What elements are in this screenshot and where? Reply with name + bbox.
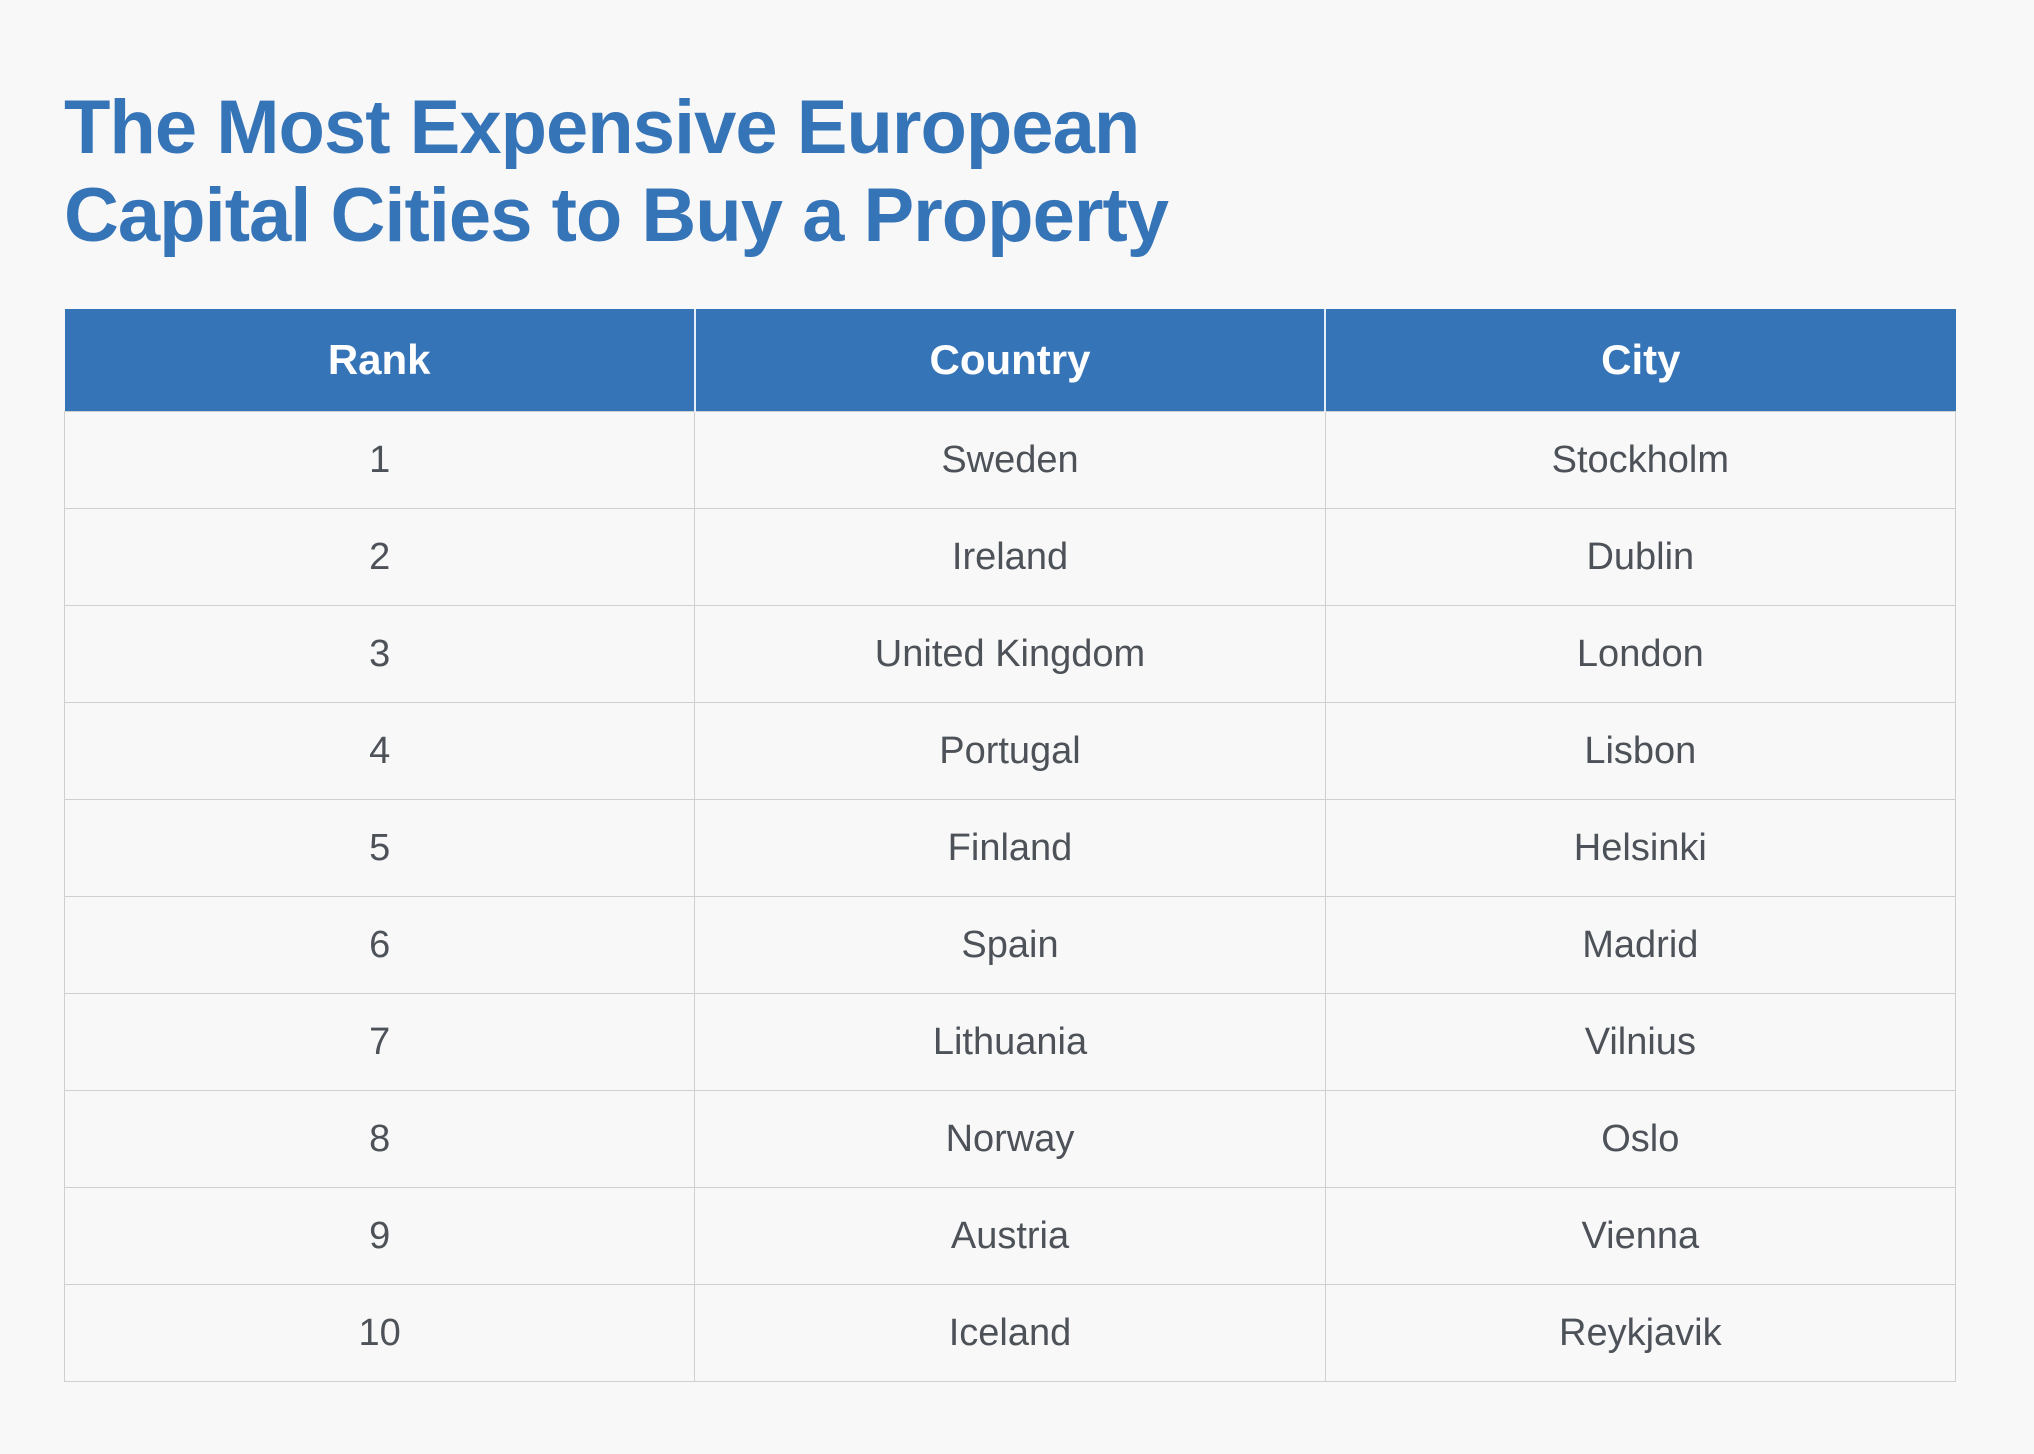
rank-cell: 4 [63,702,696,800]
table-row: 5 Finland Helsinki [63,799,1957,897]
city-cell: Vilnius [1324,993,1957,1091]
country-cell: Norway [694,1090,1326,1188]
rank-cell: 8 [63,1090,696,1188]
city-cell: Oslo [1324,1090,1957,1188]
table-row: 7 Lithuania Vilnius [63,993,1957,1091]
country-cell: Sweden [694,411,1326,509]
rank-cell: 10 [63,1284,696,1382]
rank-cell: 7 [63,993,696,1091]
city-cell: Lisbon [1324,702,1957,800]
rank-cell: 9 [63,1187,696,1285]
country-cell: Spain [694,896,1326,994]
city-cell: Vienna [1324,1187,1957,1285]
rank-cell: 3 [63,605,696,703]
title-line-1: The Most Expensive European [64,85,1140,170]
country-cell: United Kingdom [694,605,1326,703]
country-cell: Austria [694,1187,1326,1285]
table-row: 2 Ireland Dublin [63,508,1957,606]
page-title: The Most Expensive European Capital Citie… [64,84,1169,260]
country-cell: Finland [694,799,1326,897]
country-cell: Portugal [694,702,1326,800]
city-cell: Reykjavik [1324,1284,1957,1382]
table-row: 6 Spain Madrid [63,896,1957,994]
city-cell: London [1324,605,1957,703]
rank-cell: 5 [63,799,696,897]
table-row: 10 Iceland Reykjavik [63,1284,1957,1382]
table-row: 1 Sweden Stockholm [63,411,1957,509]
city-cell: Helsinki [1324,799,1957,897]
country-cell: Lithuania [694,993,1326,1091]
ranking-table: Rank Country City 1 Sweden Stockholm 2 Irela… [63,309,1957,1382]
city-cell: Dublin [1324,508,1957,606]
country-cell: Ireland [694,508,1326,606]
title-line-2: Capital Cities to Buy a Property [64,173,1169,258]
header-rank: Rank [64,309,695,412]
header-country: Country [693,309,1326,412]
header-city: City [1324,309,1956,412]
rank-cell: 1 [63,411,696,509]
table-header-row: Rank Country City [64,309,1956,412]
table-row: 9 Austria Vienna [63,1187,1957,1285]
rank-cell: 2 [63,508,696,606]
rank-cell: 6 [63,896,696,994]
table-row: 4 Portugal Lisbon [63,702,1957,800]
country-cell: Iceland [694,1284,1326,1382]
table-row: 8 Norway Oslo [63,1090,1957,1188]
table-row: 3 United Kingdom London [63,605,1957,703]
city-cell: Stockholm [1324,411,1957,509]
city-cell: Madrid [1324,896,1957,994]
